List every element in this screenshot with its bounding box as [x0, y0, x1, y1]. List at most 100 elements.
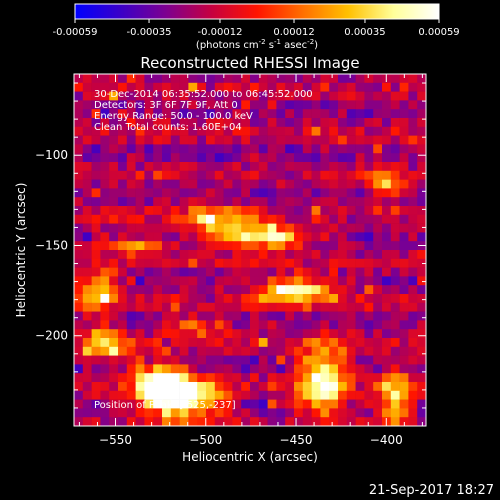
heatmap-cell [179, 302, 189, 312]
heatmap-cell [206, 329, 216, 339]
heatmap-cell [197, 408, 207, 418]
heatmap-cell [390, 267, 400, 277]
heatmap-cell [135, 91, 145, 101]
heatmap-cell [179, 197, 189, 207]
heatmap-cell [197, 144, 207, 154]
heatmap-cell [179, 346, 189, 356]
heatmap-cell [109, 311, 119, 321]
heatmap-cell [197, 109, 207, 119]
heatmap-cell [153, 135, 163, 145]
heatmap-cell [267, 153, 277, 163]
heatmap-cell [390, 373, 400, 383]
heatmap-cell [267, 223, 277, 233]
heatmap-cell [285, 197, 295, 207]
heatmap-cell [179, 179, 189, 189]
heatmap-cell [100, 135, 110, 145]
heatmap-cell [408, 276, 418, 286]
heatmap-cell [250, 118, 260, 128]
heatmap-cell [162, 346, 172, 356]
heatmap-cell [223, 109, 233, 119]
heatmap-cell [294, 206, 304, 216]
heatmap-cell [294, 417, 304, 426]
heatmap-cell [355, 153, 365, 163]
heatmap-cell [144, 346, 154, 356]
heatmap-cell [241, 232, 251, 242]
heatmap-cell [126, 329, 136, 339]
heatmap-cell [276, 179, 286, 189]
heatmap-cell [100, 399, 110, 409]
heatmap-cell [144, 100, 154, 110]
heatmap-cell [214, 206, 224, 216]
heatmap-cell [320, 74, 330, 84]
heatmap-cell [250, 197, 260, 207]
heatmap-cell [91, 399, 101, 409]
heatmap-cell [118, 241, 128, 251]
heatmap-cell [91, 197, 101, 207]
heatmap-cell [100, 285, 110, 295]
heatmap-cell [153, 294, 163, 304]
heatmap-cell [162, 170, 172, 180]
heatmap-cell [162, 109, 172, 119]
heatmap-cell [302, 153, 312, 163]
heatmap-cell [188, 74, 198, 84]
heatmap-cell [109, 197, 119, 207]
heatmap-cell [214, 329, 224, 339]
heatmap-cell [82, 346, 92, 356]
heatmap-cell [346, 329, 356, 339]
heatmap-cell [153, 276, 163, 286]
heatmap-cell [302, 74, 312, 84]
heatmap-cell [232, 390, 242, 400]
heatmap-cell [162, 302, 172, 312]
heatmap-cell [276, 232, 286, 242]
heatmap-cell [118, 390, 128, 400]
heatmap-cell [373, 118, 383, 128]
heatmap-cell [153, 100, 163, 110]
heatmap-cell [162, 82, 172, 92]
heatmap-cell [302, 382, 312, 392]
heatmap-cell [267, 170, 277, 180]
heatmap-cell [382, 250, 392, 260]
heatmap-cell [170, 373, 180, 383]
heatmap-cell [197, 91, 207, 101]
heatmap-cell [118, 206, 128, 216]
heatmap-cell [118, 188, 128, 198]
heatmap-cell [338, 320, 348, 330]
heatmap-cell [390, 135, 400, 145]
heatmap-cell [320, 338, 330, 348]
heatmap-cell [408, 399, 418, 409]
heatmap-cell [91, 126, 101, 136]
heatmap-cell [320, 144, 330, 154]
heatmap-cell [214, 232, 224, 242]
heatmap-cell [170, 206, 180, 216]
heatmap-cell [250, 364, 260, 374]
heatmap-cell [294, 382, 304, 392]
heatmap-cell [82, 109, 92, 119]
heatmap-cell [153, 258, 163, 268]
heatmap-cell [179, 91, 189, 101]
heatmap-cell [338, 170, 348, 180]
heatmap-cell [329, 294, 339, 304]
heatmap-cell [373, 153, 383, 163]
heatmap-cell [408, 329, 418, 339]
heatmap-cell [82, 258, 92, 268]
heatmap-cell [302, 267, 312, 277]
heatmap-cell [364, 162, 374, 172]
heatmap-cell [355, 285, 365, 295]
heatmap-cell [170, 408, 180, 418]
heatmap-cell [241, 241, 251, 251]
heatmap-cell [276, 170, 286, 180]
heatmap-cell [302, 91, 312, 101]
heatmap-cell [346, 338, 356, 348]
heatmap-cell [294, 162, 304, 172]
heatmap-cell [144, 162, 154, 172]
heatmap-cell [355, 82, 365, 92]
heatmap-cell [126, 285, 136, 295]
heatmap-cell [206, 364, 216, 374]
heatmap-cell [258, 153, 268, 163]
heatmap-cell [82, 153, 92, 163]
heatmap-cell [126, 364, 136, 374]
heatmap-cell [82, 188, 92, 198]
heatmap-cell [153, 82, 163, 92]
heatmap-cell [153, 390, 163, 400]
heatmap-cell [346, 126, 356, 136]
